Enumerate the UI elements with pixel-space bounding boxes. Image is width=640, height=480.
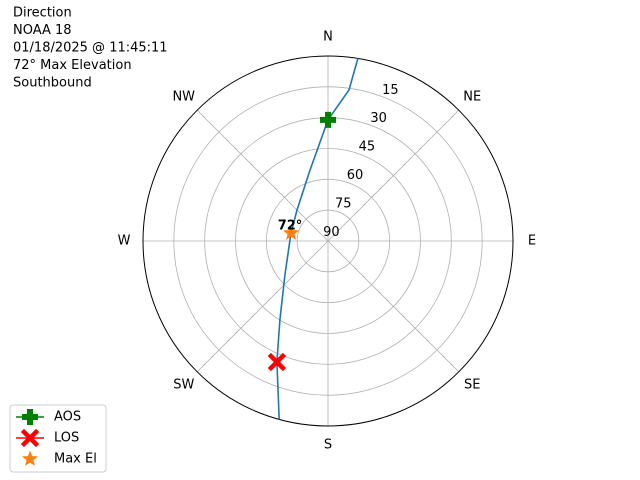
grid-spoke: [196, 109, 329, 242]
r-tick-label: 45: [359, 140, 376, 155]
theta-tick-label: S: [324, 438, 332, 453]
grid-spoke: [327, 109, 460, 242]
r-tick-label: 90: [323, 225, 340, 240]
annotation: 72°: [278, 219, 303, 234]
legend-swatch: [21, 450, 39, 466]
legend-label: AOS: [54, 410, 81, 425]
title-line: 72° Max Elevation: [13, 58, 132, 73]
theta-tick-label: N: [323, 30, 333, 45]
theta-tick-label: SE: [464, 378, 480, 393]
marker-star: [282, 224, 300, 240]
theta-tick-label: E: [528, 234, 536, 249]
marker-x: [267, 352, 287, 372]
outer-frame: [142, 55, 514, 427]
r-tick-label: 30: [370, 111, 387, 126]
track-line: [276, 58, 359, 420]
legend: AOS LOS Max El: [9, 404, 107, 473]
title-line: NOAA 18: [13, 23, 72, 38]
title-line: 01/18/2025 @ 11:45:11: [13, 41, 168, 56]
r-tick-label: 60: [347, 168, 364, 183]
legend-frame: [9, 404, 107, 473]
r-tick-label: 15: [382, 83, 399, 98]
grid-spoke: [327, 240, 460, 373]
legend-swatch: [22, 409, 38, 425]
theta-tick-label: NW: [172, 89, 195, 104]
theta-tick-label: NE: [463, 89, 481, 104]
title-line: Southbound: [13, 76, 92, 91]
grid-spoke: [196, 240, 329, 373]
legend-label: LOS: [54, 431, 79, 446]
theta-tick-label: SW: [173, 378, 194, 393]
r-tick-label: 75: [335, 197, 352, 212]
legend-swatch: [20, 428, 40, 448]
marker-plus: [320, 111, 336, 128]
legend-label: Max El: [54, 452, 97, 467]
title-line: Direction: [13, 6, 72, 21]
theta-tick-label: W: [118, 234, 131, 249]
